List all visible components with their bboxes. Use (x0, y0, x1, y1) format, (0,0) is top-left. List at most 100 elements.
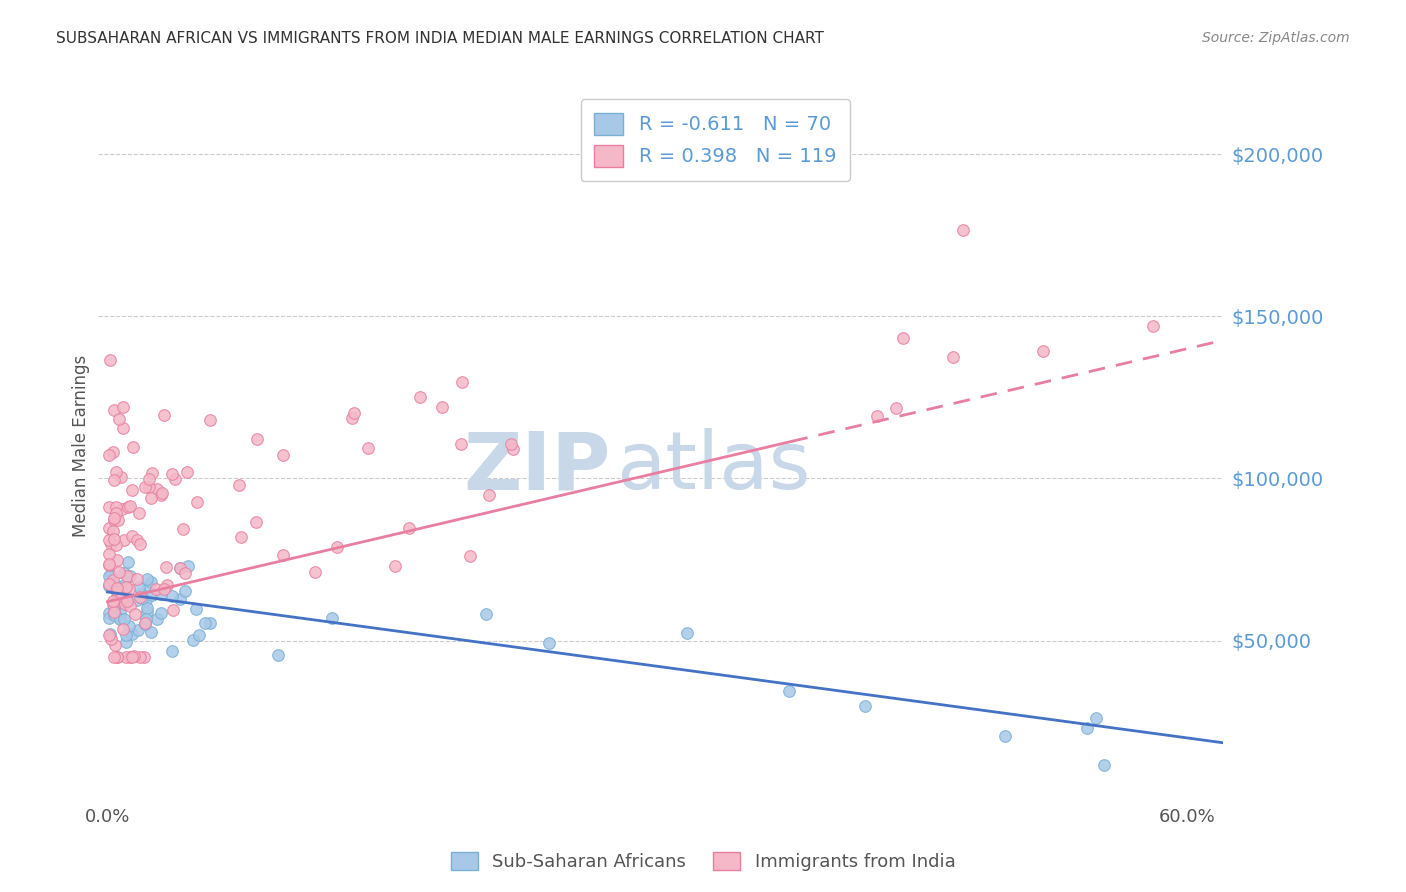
Point (942, 350, 965, 364)
Point (398, 521, 420, 535)
Point (952, 222, 974, 236)
Point (98, 607, 121, 621)
Point (162, 603, 184, 617)
Point (98, 547, 121, 561)
Point (104, 639, 127, 653)
Point (537, 636, 560, 650)
Point (103, 602, 125, 616)
Point (107, 411, 129, 425)
Point (853, 698, 876, 713)
Point (475, 607, 498, 621)
Point (105, 589, 128, 603)
Point (108, 612, 131, 626)
Point (273, 548, 295, 562)
Point (156, 578, 179, 592)
Point (1092, 757, 1115, 772)
Point (200, 616, 222, 631)
Point (136, 572, 159, 586)
Point (228, 478, 250, 492)
Point (105, 649, 128, 664)
Point (104, 500, 127, 515)
Point (105, 553, 128, 567)
Point (1032, 343, 1054, 358)
Point (139, 625, 162, 640)
Point (153, 409, 176, 423)
Point (103, 474, 125, 488)
Point (103, 402, 125, 417)
Point (107, 513, 129, 527)
Point (98, 611, 121, 625)
Point (129, 537, 152, 551)
Point (108, 606, 131, 620)
Point (176, 465, 198, 479)
Point (98, 448, 121, 462)
Point (150, 488, 173, 502)
Point (115, 628, 138, 642)
Point (120, 499, 142, 513)
Point (169, 561, 191, 575)
Point (271, 448, 294, 462)
Point (111, 623, 134, 637)
Point (117, 593, 139, 607)
Point (117, 555, 139, 569)
Point (111, 421, 134, 435)
Point (160, 589, 183, 603)
Point (98, 569, 121, 583)
Point (121, 649, 143, 664)
Point (501, 437, 523, 451)
Point (994, 729, 1017, 743)
Point (128, 506, 150, 520)
Point (200, 413, 222, 427)
Point (181, 632, 204, 647)
Point (145, 582, 167, 597)
Point (139, 491, 162, 505)
Point (124, 607, 146, 621)
Point (114, 581, 136, 595)
Point (186, 495, 208, 509)
Point (121, 483, 143, 497)
Point (104, 579, 127, 593)
Point (115, 635, 138, 649)
Point (105, 582, 128, 596)
Point (118, 582, 141, 596)
Point (136, 579, 159, 593)
Point (103, 445, 125, 459)
Point (114, 587, 136, 601)
Point (162, 644, 184, 658)
Point (103, 532, 125, 546)
Point (245, 516, 267, 530)
Point (98, 626, 121, 640)
Point (160, 467, 183, 482)
Point (124, 649, 146, 664)
Y-axis label: Median Male Earnings: Median Male Earnings (72, 355, 90, 537)
Point (128, 590, 150, 604)
Point (155, 559, 177, 574)
Point (98, 500, 121, 514)
Point (141, 575, 163, 590)
Point (149, 607, 172, 621)
Point (778, 684, 800, 698)
Point (114, 595, 136, 609)
Point (384, 558, 406, 573)
Point (131, 591, 153, 606)
Point (132, 649, 155, 664)
Point (187, 628, 209, 642)
Point (884, 401, 907, 415)
Point (98, 577, 121, 591)
Point (98, 521, 121, 535)
Point (177, 559, 200, 574)
Point (172, 522, 194, 536)
Point (125, 533, 148, 548)
Point (115, 649, 138, 664)
Text: ZIP: ZIP (463, 428, 610, 507)
Point (121, 528, 143, 542)
Point (110, 589, 132, 603)
Point (103, 605, 125, 619)
Point (169, 591, 191, 606)
Point (450, 437, 472, 451)
Point (100, 632, 122, 646)
Point (163, 473, 186, 487)
Point (174, 566, 197, 580)
Point (134, 480, 156, 494)
Point (101, 524, 124, 538)
